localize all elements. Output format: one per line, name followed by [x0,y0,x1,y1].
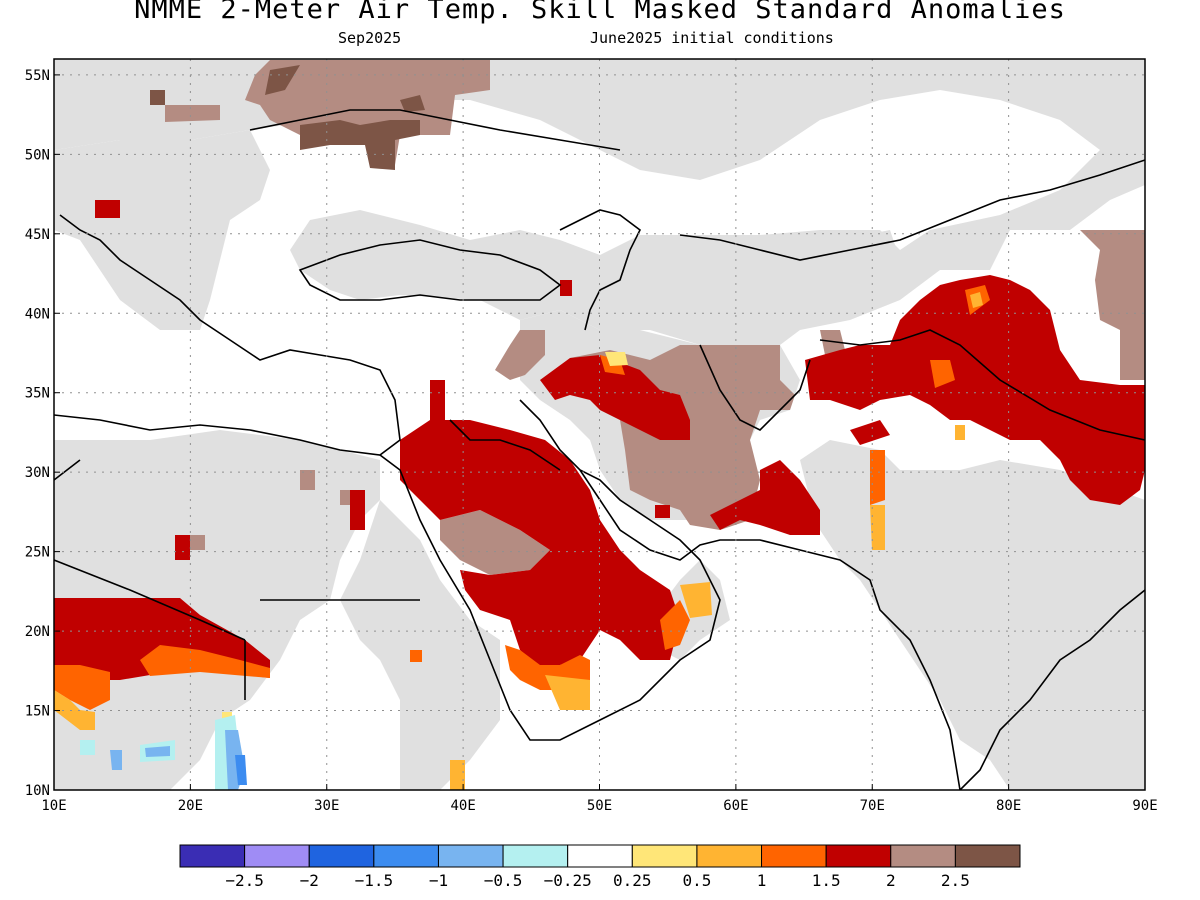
colorbar-label: −2.5 [225,871,264,890]
colorbar-label: 2 [886,871,896,890]
colorbar-label: −0.5 [484,871,523,890]
initial-conditions-label: June2025 initial conditions [590,29,834,47]
colorbar-swatch [179,844,246,868]
y-tick-label: 15N [25,704,50,720]
x-tick-label: 20E [178,798,203,814]
colorbar-swatch [567,844,633,868]
colorbar-label: 0.25 [613,871,652,890]
x-tick-label: 30E [314,798,339,814]
x-tick-label: 90E [1132,798,1157,814]
y-tick-label: 55N [25,68,50,84]
anomaly-2 [54,200,1145,680]
colorbar-swatch [502,844,569,868]
y-tick-label: 10N [25,783,50,799]
anomaly-1_5 [54,285,990,710]
colorbar-label: 0.5 [682,871,711,890]
coastlines [54,109,1145,790]
y-tick-label: 45N [25,227,50,243]
colorbar-swatch [308,844,375,868]
y-tick-label: 20N [25,624,50,640]
y-tick-label: 30N [25,465,50,481]
x-tick-label: 50E [587,798,612,814]
colorbar-label: −1.5 [355,871,394,890]
colorbar-label: 2.5 [941,871,970,890]
x-tick-label: 70E [860,798,885,814]
x-tick-label: 60E [723,798,748,814]
colorbar-label: 1 [757,871,767,890]
colorbar-swatch [437,844,504,868]
y-tick-label: 40N [25,306,50,322]
grid-lines [54,59,1145,790]
colorbar-swatch [244,844,310,868]
colorbar-swatch [761,844,827,868]
target-month-label: Sep2025 [338,29,402,47]
y-axis: 10N 15N 20N 25N 30N 35N 40N 45N 50N 55N [25,68,60,799]
colorbar-swatch [373,844,439,868]
x-tick-label: 80E [996,798,1021,814]
colorbar-swatch [696,844,763,868]
colorbar-swatch [631,844,698,868]
y-tick-label: 50N [25,147,50,163]
y-tick-label: 35N [25,386,50,402]
x-axis: 10E 20E 30E 40E 50E 60E 70E 80E 90E [41,784,1158,814]
anomaly-above-2_5 [150,65,425,170]
anomaly-neg-1 [235,755,247,785]
colorbar-label: −2 [300,871,319,890]
colorbar-swatch [825,844,892,868]
colorbar-label: −0.25 [544,871,592,890]
anomaly-1 [54,292,983,790]
colorbar: −2.5 −2 −1.5 −1 −0.5 −0.25 0.25 0.5 1 1.5 2 2.5 [179,844,1021,890]
colorbar-label: −1 [429,871,448,890]
x-tick-label: 40E [450,798,475,814]
chart-title: NMME 2-Meter Air Temp. Skill Masked Stan… [134,0,1066,25]
colorbar-swatch [954,844,1021,868]
anomaly-field [54,59,1145,790]
colorbar-swatch [890,844,956,868]
x-tick-label: 10E [41,798,66,814]
colorbar-label: 1.5 [812,871,841,890]
y-tick-label: 25N [25,545,50,561]
